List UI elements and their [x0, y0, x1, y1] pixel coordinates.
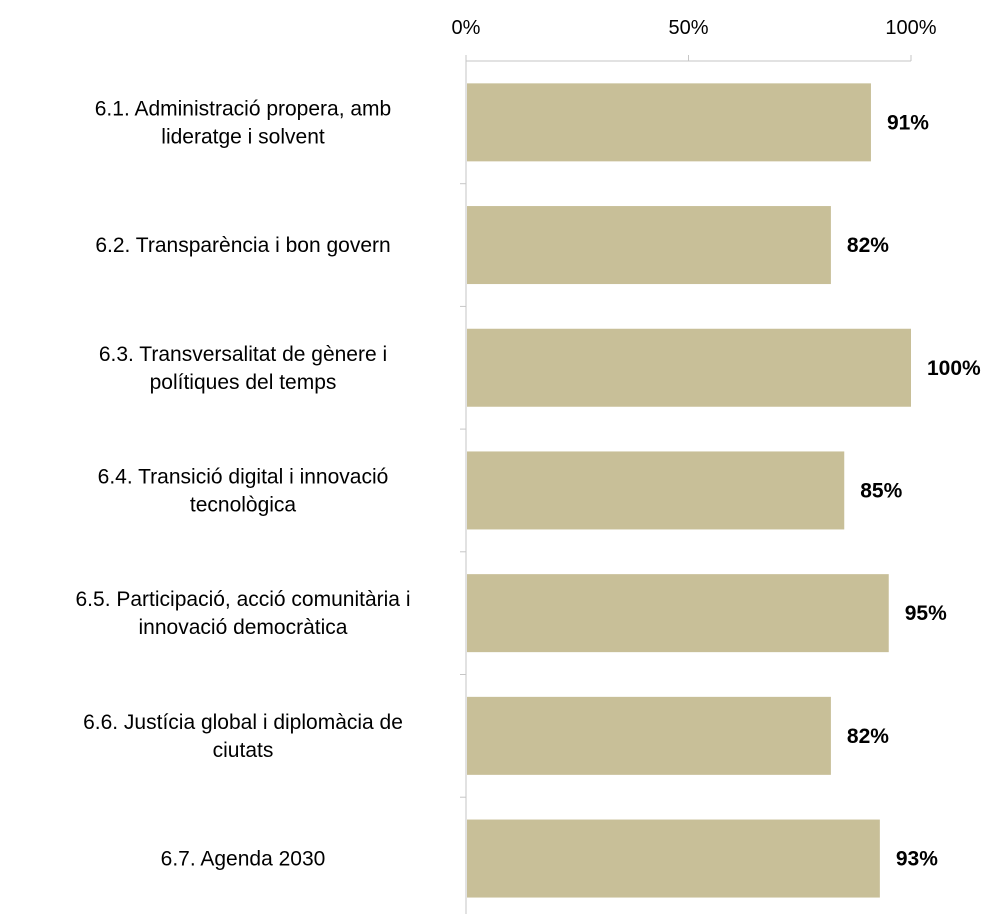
category-label: 6.7. Agenda 2030	[161, 848, 326, 871]
bar	[467, 206, 831, 285]
data-label: 93%	[896, 848, 938, 871]
category-label: 6.6. Justícia global i diplomàcia de ciut…	[83, 711, 403, 762]
bar	[467, 328, 911, 407]
category-label-line: polítiques del temps	[150, 371, 337, 394]
bar	[467, 574, 889, 653]
data-label: 100%	[927, 357, 981, 380]
category-label-line: 6.7. Agenda 2030	[161, 848, 326, 871]
bar	[467, 819, 880, 898]
x-tick-label: 100%	[885, 17, 936, 39]
category-label: 6.2. Transparència i bon govern	[95, 234, 390, 257]
category-label-line: lideratge i solvent	[161, 125, 325, 148]
category-label-line: ciutats	[213, 739, 274, 762]
data-labels: 91% 82% 100% 85% 95% 82% 93%	[847, 111, 981, 870]
data-label: 82%	[847, 725, 889, 748]
category-label-line: tecnològica	[190, 493, 297, 516]
x-tick-label: 50%	[668, 17, 708, 39]
category-label-line: 6.3. Transversalitat de gènere i	[99, 343, 387, 366]
bar	[467, 83, 871, 162]
category-label-line: 6.2. Transparència i bon govern	[95, 234, 390, 257]
category-label: 6.1. Administració propera, amb lideratge…	[95, 97, 391, 148]
bar	[467, 451, 845, 530]
category-label: 6.5. Participació, acció comunitària i in…	[76, 588, 411, 639]
data-label: 91%	[887, 111, 929, 134]
bars	[467, 83, 911, 898]
x-tick-label: 0%	[452, 17, 481, 39]
bar	[467, 696, 831, 775]
x-axis: 0% 50% 100%	[452, 17, 937, 914]
category-label-line: 6.5. Participació, acció comunitària i	[76, 588, 411, 611]
category-label-line: 6.4. Transició digital i innovació	[98, 465, 389, 488]
category-label: 6.3. Transversalitat de gènere i polítiqu…	[99, 343, 387, 394]
category-label: 6.4. Transició digital i innovació tecnol…	[98, 465, 389, 516]
category-label-line: 6.6. Justícia global i diplomàcia de	[83, 711, 403, 734]
data-label: 95%	[905, 602, 947, 625]
data-label: 85%	[860, 479, 902, 502]
data-label: 82%	[847, 234, 889, 257]
category-label-line: 6.1. Administració propera, amb	[95, 97, 391, 120]
category-labels: 6.1. Administració propera, amb lideratge…	[76, 97, 411, 870]
category-label-line: innovació democràtica	[139, 616, 348, 639]
